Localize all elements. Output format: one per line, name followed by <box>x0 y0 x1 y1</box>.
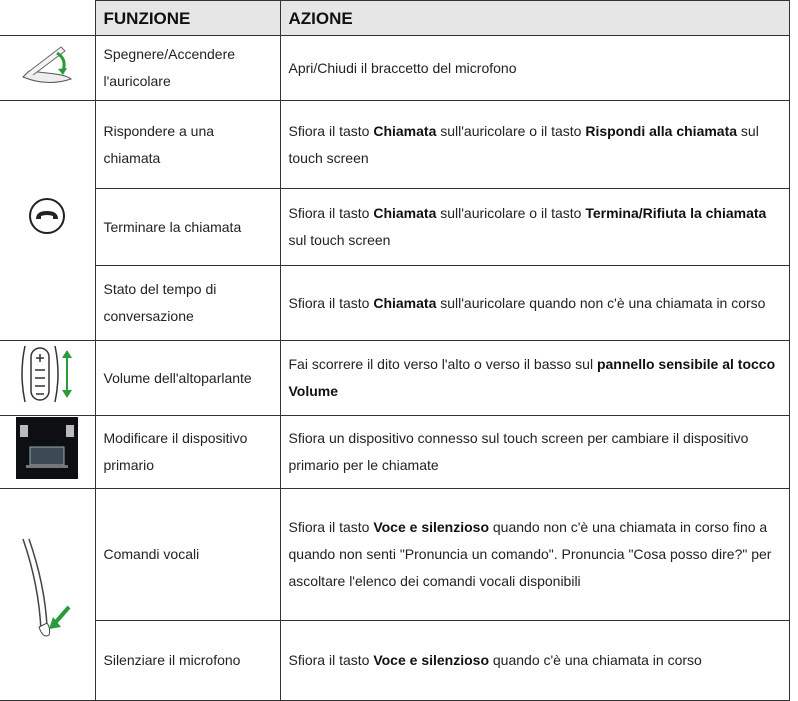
icon-cell <box>0 100 96 341</box>
icon-cell <box>0 340 96 416</box>
icon-cell <box>0 488 96 701</box>
bold-text: Chiamata <box>373 205 437 221</box>
text: Sfiora il tasto <box>288 122 374 139</box>
mic-icon <box>22 538 71 637</box>
phone-icon <box>29 198 66 234</box>
text: Apri/Chiudi il braccetto del microfono <box>288 59 517 76</box>
function-cell: Rispondere a una chiamata <box>94 100 281 189</box>
headset-icon <box>22 45 73 83</box>
action-cell: Apri/Chiudi il braccetto del microfono <box>279 35 790 101</box>
function-cell: Spegnere/Accendere l'auricolare <box>94 35 281 101</box>
bold-text: Voce e silenzioso <box>373 519 489 535</box>
text: quando non c'è una chiamata in corso fin… <box>288 519 772 589</box>
text: Fai scorrere il dito verso l'alto o vers… <box>288 356 597 372</box>
text: sull'auricolare quando non c'è una chiam… <box>436 294 766 311</box>
table-row: Modificare il dispositivo primario Sfiora… <box>0 415 790 489</box>
text: sul touch screen <box>288 232 391 248</box>
column-header: FUNZIONE <box>94 0 281 36</box>
text: sull'auricolare o il tasto <box>436 122 586 139</box>
function-cell: Volume dell'altoparlante <box>94 340 281 416</box>
text: Sfiora il tasto <box>288 519 374 535</box>
table-row: Comandi vocali Sfiora il tasto Voce e sil… <box>0 488 790 701</box>
action-cell: Sfiora il tasto Chiamata sull'auricolare… <box>279 265 790 341</box>
bold-text: Rispondi alla chiamata <box>585 122 738 139</box>
icon-header <box>0 0 96 36</box>
text: Sfiora il tasto <box>288 294 374 311</box>
column-header: AZIONE <box>279 0 790 36</box>
icon-cell <box>0 35 96 101</box>
text: Sfiora il tasto <box>288 205 374 221</box>
bold-text: Voce e silenzioso <box>373 652 489 668</box>
text: Sfiora un dispositivo connesso sul touch… <box>288 430 749 473</box>
table-row: Rispondere a una chiamata Sfiora il tasto… <box>0 100 790 341</box>
action-cell: Sfiora il tasto Chiamata sull'auricolare… <box>279 100 790 189</box>
function-cell: Modificare il dispositivo primario <box>94 415 281 489</box>
bold-text: Termina/Rifiuta la chiamata <box>585 205 767 221</box>
action-cell: Fai scorrere il dito verso l'alto o vers… <box>279 340 790 416</box>
header-row: FUNZIONE AZIONE <box>0 0 790 36</box>
text: Sfiora il tasto <box>288 652 374 668</box>
action-cell: Sfiora il tasto Voce e silenzioso quando… <box>279 488 790 621</box>
table-row: Stato del tempo di conversazione Sfiora i… <box>0 265 790 341</box>
bold-text: Chiamata <box>373 122 437 139</box>
text: quando c'è una chiamata in corso <box>489 652 702 668</box>
table-row: Volume dell'altoparlante Fai scorrere il … <box>0 340 790 416</box>
function-cell: Silenziare il microfono <box>94 620 281 701</box>
function-cell: Comandi vocali <box>94 488 281 621</box>
device-icon <box>16 416 79 479</box>
bold-text: Chiamata <box>373 294 437 311</box>
table-row: Spegnere/Accendere l'auricolare Apri/Chiu… <box>0 35 790 101</box>
icon-cell <box>0 415 96 489</box>
text: sul touch screen <box>288 122 759 166</box>
function-cell: Terminare la chiamata <box>94 188 281 266</box>
text: sull'auricolare o il tasto <box>436 205 586 221</box>
action-cell: Sfiora il tasto Chiamata sull'auricolare… <box>279 188 790 266</box>
volume-icon <box>21 345 73 402</box>
bold-text: pannello sensibile al tocco Volume <box>288 356 776 399</box>
function-cell: Stato del tempo di conversazione <box>94 265 281 341</box>
action-cell: Sfiora un dispositivo connesso sul touch… <box>279 415 790 489</box>
action-cell: Sfiora il tasto Voce e silenzioso quando… <box>279 620 790 701</box>
table-row: Terminare la chiamata Sfiora il tasto Chi… <box>0 188 790 266</box>
table-row: Silenziare il microfono Sfiora il tasto V… <box>0 620 790 701</box>
